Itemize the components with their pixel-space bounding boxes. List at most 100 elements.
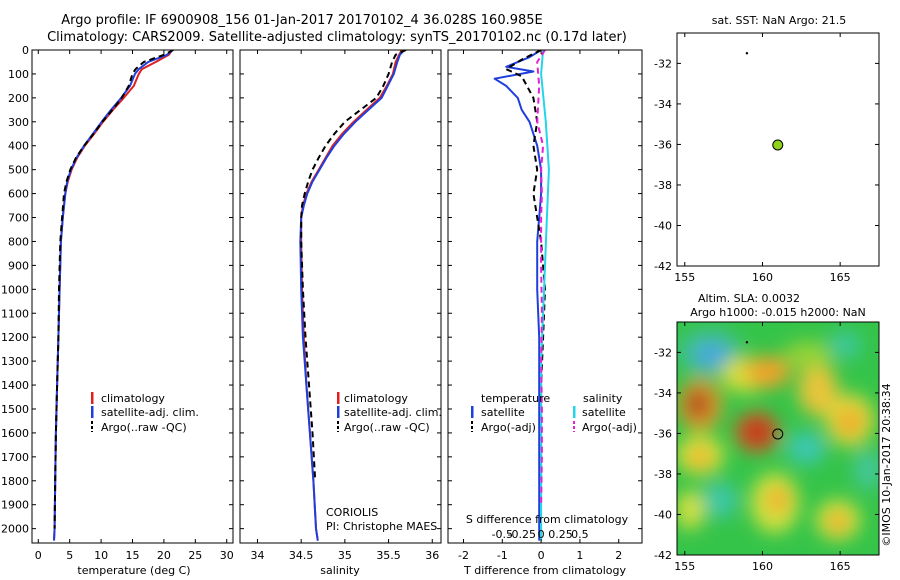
salinity-legend: climatology satellite-adj. clim. Argo(..… — [337, 392, 442, 434]
sla-blob — [694, 343, 730, 367]
series-line — [53, 50, 173, 541]
depth-tick-label: 1300 — [1, 355, 29, 368]
map-y-tick-label: -36 — [654, 427, 672, 440]
sla-blob — [688, 448, 712, 468]
map-y-tick-label: -42 — [654, 549, 672, 562]
sla-map-y-ticks: -32 -34 -36 -38 -40 -42 — [654, 346, 879, 562]
depth-tick-label: 800 — [8, 235, 29, 248]
depth-tick-label: 100 — [8, 68, 29, 81]
sla-blob — [745, 422, 769, 442]
sla-map-title-line-2: Argo h1000: -0.015 h2000: NaN — [690, 306, 866, 319]
sla-map-title-line-1: Altim. SLA: 0.0032 — [698, 292, 800, 305]
x-tick-label: -2 — [458, 549, 469, 562]
previous-position — [745, 341, 749, 344]
map-x-tick-label: 155 — [674, 560, 695, 573]
data-centre-note: CORIOLIS — [326, 506, 378, 519]
legend-swatch-climatology — [337, 392, 340, 404]
x2-tick-label: 0.25 — [548, 528, 573, 541]
depth-tick-label: 1100 — [1, 307, 29, 320]
sla-blob — [838, 410, 862, 434]
t-difference-label: T difference from climatology — [463, 564, 626, 577]
depth-tick-label: 900 — [8, 259, 29, 272]
depth-tick-label: 0 — [22, 44, 29, 57]
temperature-series — [53, 50, 174, 541]
map-y-tick-label: -34 — [654, 387, 672, 400]
legend-swatch-temperature-satellite — [471, 406, 474, 418]
map-y-tick-label: -34 — [654, 98, 672, 111]
difference-x-ticks: -2 -1 0 1 2 — [458, 50, 622, 562]
temperature-panel: 0100200300400500600700800900100011001200… — [1, 44, 234, 577]
legend-swatch-satellite — [337, 406, 340, 418]
depth-tick-label: 1600 — [1, 427, 29, 440]
sla-map-axes-box — [676, 321, 880, 556]
sst-map-y-ticks: -32 -34 -36 -38 -40 -42 — [654, 57, 879, 273]
x-tick-label: 36 — [425, 549, 439, 562]
temperature-x-label: temperature (deg C) — [77, 564, 190, 577]
depth-tick-label: 1500 — [1, 403, 29, 416]
sla-map-field — [677, 322, 879, 555]
map-y-tick-label: -32 — [654, 57, 672, 70]
sla-blob — [702, 482, 738, 518]
salinity-axes-box — [239, 49, 442, 544]
legend-label-climatology: climatology — [344, 392, 408, 405]
x-tick-label: 35.5 — [376, 549, 401, 562]
sst-map-marks — [745, 52, 784, 151]
x-tick-label: 34.5 — [289, 549, 314, 562]
difference-x2-ticks: -0.5-0.25 0 0.250.5 — [492, 528, 589, 541]
legend-header-salinity: salinity — [583, 392, 623, 405]
legend-label-satellite: satellite-adj. clim. — [344, 406, 442, 419]
depth-tick-label: 700 — [8, 212, 29, 225]
series-line — [300, 50, 407, 481]
depth-tick-label: 2000 — [1, 523, 29, 536]
x2-tick-label: -0.5 — [492, 528, 513, 541]
x-tick-label: 0 — [35, 549, 42, 562]
principal-investigator-note: PI: Christophe MAES — [326, 520, 437, 533]
x-tick-label: 5 — [66, 549, 73, 562]
series-line — [536, 50, 546, 505]
legend-label-satellite: satellite-adj. clim. — [101, 406, 199, 419]
sla-blob — [766, 486, 790, 514]
map-y-tick-label: -38 — [654, 179, 672, 192]
sla-blob — [829, 331, 861, 359]
depth-tick-label: 1900 — [1, 499, 29, 512]
depth-tick-label: 1800 — [1, 475, 29, 488]
x-tick-label: 20 — [157, 549, 171, 562]
depth-tick-label: 500 — [8, 164, 29, 177]
series-line — [53, 50, 174, 541]
temperature-axes-box — [31, 49, 234, 544]
salinity-x-ticks: 34 34.5 35 35.5 36 — [250, 50, 439, 562]
depth-tick-label: 600 — [8, 188, 29, 201]
imos-credit: ©IMOS 10-Jan-2017 20:38:34 — [880, 383, 893, 546]
x-tick-label: 30 — [220, 549, 234, 562]
difference-panel: -2 -1 0 1 2 -0.5-0.25 0 0.250.5 S difference f… — [447, 49, 643, 577]
depth-tick-label: 1000 — [1, 283, 29, 296]
depth-tick-label: 1700 — [1, 451, 29, 464]
map-x-tick-label: 160 — [752, 271, 773, 284]
sla-blob — [828, 512, 848, 532]
sla-blob — [784, 341, 832, 369]
sla-blob — [798, 364, 838, 416]
sla-blobs — [677, 328, 879, 540]
previous-position — [745, 52, 749, 55]
difference-series — [493, 50, 550, 541]
x-tick-label: 10 — [94, 549, 108, 562]
figure-title-line-1: Argo profile: IF 6900908_156 01-Jan-2017… — [61, 13, 543, 28]
temperature-x-ticks: 0 5 10 15 20 25 30 — [35, 50, 234, 562]
sla-map-panel: Altim. SLA: 0.0032 Argo h1000: -0.015 h2… — [654, 292, 893, 573]
x-tick-label: 0 — [538, 549, 545, 562]
difference-y-ticks — [448, 49, 642, 530]
depth-tick-label: 1200 — [1, 331, 29, 344]
legend-label-temperature-satellite: satellite — [481, 406, 525, 419]
x2-tick-label: 0 — [538, 528, 545, 541]
argo-float-position — [772, 139, 784, 151]
sla-blob — [687, 390, 709, 418]
difference-legend: temperature salinity satellite Argo(-adj… — [471, 392, 637, 434]
map-y-tick-label: -40 — [654, 219, 672, 232]
map-x-tick-label: 165 — [830, 560, 851, 573]
sla-blob — [786, 432, 826, 464]
depth-axis-ticks: 0 100 200 300 400 500 600 700 800 900 1000 1100 1200… — [1, 44, 233, 536]
x-tick-label: 2 — [615, 549, 622, 562]
x-tick-label: 1 — [576, 549, 583, 562]
sst-map-panel: sat. SST: NaN Argo: 21.5 155 160 165 -32-3… — [654, 14, 880, 284]
legend-label-salinity-argo: Argo(-adj) — [582, 421, 637, 434]
